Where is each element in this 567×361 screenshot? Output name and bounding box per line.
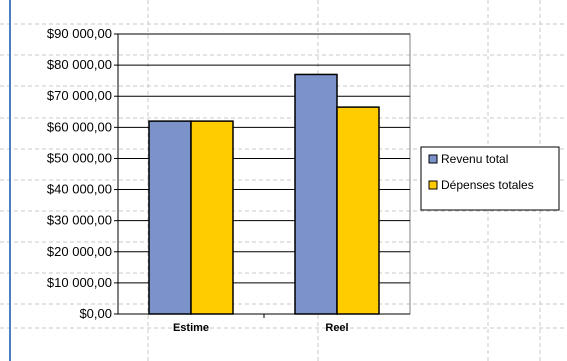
- y-tick-label: $60 000,00: [47, 119, 112, 134]
- y-tick-label: $40 000,00: [47, 182, 112, 197]
- y-tick-label: $90 000,00: [47, 26, 112, 41]
- x-axis-ticks: Estime Reel: [173, 314, 349, 334]
- y-tick-label: $20 000,00: [47, 244, 112, 259]
- y-axis-ticks: $0,00 $10 000,00 $20 000,00 $30 000,00 $40 0…: [47, 26, 118, 321]
- bar-estime-1: [148, 120, 192, 315]
- legend: Revenu total Dépenses totales: [420, 146, 560, 211]
- bars: [148, 73, 380, 315]
- y-tick-label: $70 000,00: [47, 88, 112, 103]
- legend-swatch: [428, 180, 438, 190]
- legend-box: [420, 146, 560, 211]
- y-tick-label: $30 000,00: [47, 213, 112, 228]
- plot-area: $0,00 $10 000,00 $20 000,00 $30 000,00 $40 0…: [47, 26, 411, 334]
- y-tick-label: $50 000,00: [47, 150, 112, 165]
- legend-label: Dépenses totales: [441, 178, 534, 192]
- x-category-label: Estime: [173, 322, 209, 334]
- bar-reel-1: [294, 73, 338, 315]
- x-category-label: Reel: [325, 322, 348, 334]
- y-tick-label: $10 000,00: [47, 275, 112, 290]
- bar-estime-2: [190, 120, 234, 315]
- y-tick-label: $80 000,00: [47, 57, 112, 72]
- legend-swatch: [428, 154, 438, 164]
- legend-label: Revenu total: [441, 152, 508, 166]
- bar-reel-2: [336, 106, 380, 315]
- y-tick-label: $0,00: [79, 306, 112, 321]
